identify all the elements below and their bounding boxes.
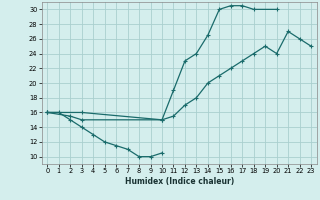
X-axis label: Humidex (Indice chaleur): Humidex (Indice chaleur) bbox=[124, 177, 234, 186]
